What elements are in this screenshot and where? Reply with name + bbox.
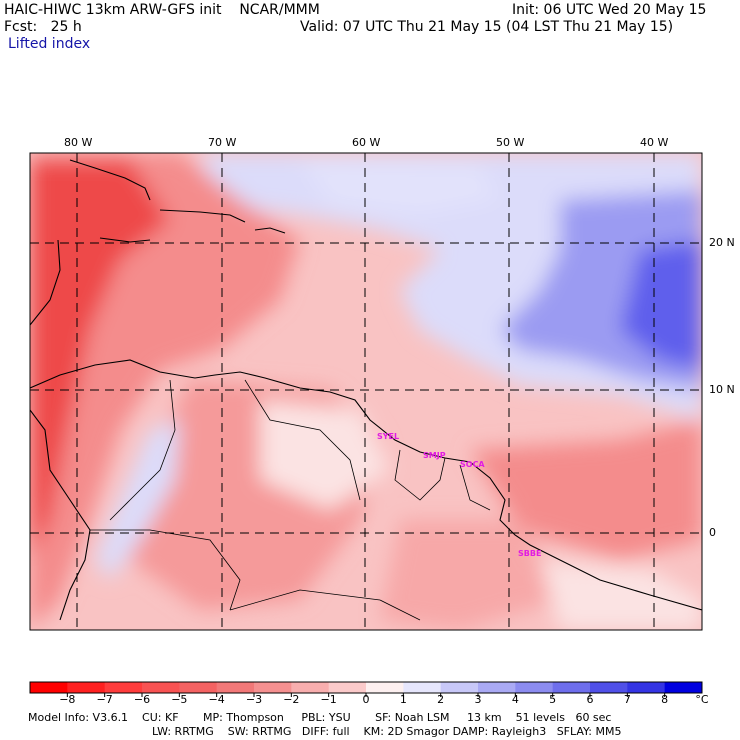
- lat-label-10n: 10 N: [709, 383, 735, 396]
- cuba-coastline: [69, 159, 151, 201]
- colorbar-tick-label: 2: [437, 693, 445, 706]
- forecast-hour: Fcst: 25 h: [4, 19, 82, 35]
- colorbar-tick-label: 3: [474, 693, 482, 706]
- stable-core: [620, 240, 702, 370]
- unstable-area-amazon: [380, 520, 560, 630]
- colorbar-swatch: [328, 682, 367, 693]
- unstable-area-atlantic: [470, 420, 702, 560]
- border-ecuador-peru: [90, 529, 241, 611]
- colorbar-tick-label: 6: [586, 693, 594, 706]
- station-sbbe: SBBE: [518, 549, 542, 558]
- border-suriname: [459, 464, 491, 511]
- border-venezuela-brazil: [244, 379, 361, 501]
- lon-label-40w: 40 W: [640, 136, 669, 149]
- colorbar-swatch: [254, 682, 292, 693]
- colorbar-swatch: [67, 682, 106, 693]
- colorbar-swatch: [179, 682, 218, 693]
- model-info-line2: LW: RRTMG SW: RRTMG DIFF: full KM: 2D Sm…: [152, 725, 622, 738]
- hispaniola-coastline: [159, 209, 246, 223]
- colorbar-tick-label: −2: [283, 693, 300, 706]
- colorbar-tick-label: 1: [399, 693, 407, 706]
- init-time: Init: 06 UTC Wed 20 May 15: [512, 2, 707, 18]
- lon-label-60w: 60 W: [352, 136, 381, 149]
- colorbar-tick-label: 8: [661, 693, 669, 706]
- colorbar-tick-label: 5: [549, 693, 557, 706]
- colorbar-swatch: [478, 682, 516, 693]
- colorbar-tick-label: −7: [96, 693, 113, 706]
- colorbar-tick-label: 4: [511, 693, 519, 706]
- neutral-area: [260, 400, 390, 510]
- station-smjp: SMJP: [423, 451, 446, 460]
- colorbar-swatch: [291, 682, 330, 693]
- lon-label-70w: 70 W: [208, 136, 237, 149]
- south-america-coastline: [30, 359, 702, 611]
- border-brazil-peru: [229, 589, 421, 621]
- field-name: Lifted index: [8, 36, 91, 52]
- lon-label-80w: 80 W: [64, 136, 93, 149]
- puerto-rico-coastline: [254, 227, 286, 234]
- colorbar-unit: °C: [695, 693, 709, 706]
- neutral-area-south: [540, 560, 702, 630]
- stable-band-north: [300, 160, 500, 215]
- map-frame: [29, 152, 703, 631]
- border-colombia-venezuela: [109, 379, 176, 521]
- border-guyana: [394, 449, 446, 501]
- central-america-coastline: [30, 239, 61, 326]
- colorbar: [29, 681, 703, 697]
- colorbar-tick-label: −8: [59, 693, 76, 706]
- colorbar-swatch: [142, 682, 180, 693]
- colorbar-tick-label: −1: [320, 693, 337, 706]
- model-title: HAIC-HIWC 13km ARW-GFS init NCAR/MMM: [4, 2, 320, 18]
- colorbar-tick-label: −5: [171, 693, 188, 706]
- colorbar-tick-label: −6: [133, 693, 151, 706]
- unstable-core-west: [30, 160, 170, 560]
- institution: NCAR/MMM: [239, 2, 320, 18]
- colorbar-swatch: [664, 682, 703, 693]
- lat-label-0: 0: [709, 526, 716, 539]
- colorbar-swatch: [30, 682, 68, 693]
- colorbar-swatch: [403, 682, 442, 693]
- colorbar-swatch: [552, 682, 591, 693]
- colorbar-swatch: [627, 682, 666, 693]
- valid-time: Valid: 07 UTC Thu 21 May 15 (04 LST Thu …: [300, 19, 674, 35]
- pacific-coastline: [30, 409, 91, 621]
- colorbar-tick-label: 7: [623, 693, 631, 706]
- colorbar-tick-label: 0: [362, 693, 370, 706]
- colorbar-swatch: [590, 682, 628, 693]
- station-soca: SOCA: [460, 460, 485, 469]
- andes-stable-strip: [95, 420, 180, 580]
- colorbar-swatch: [515, 682, 554, 693]
- colorbar-swatch: [104, 682, 143, 693]
- jamaica-coastline: [99, 237, 151, 243]
- colorbar-swatch: [440, 682, 479, 693]
- colorbar-tick-label: −3: [245, 693, 263, 706]
- colorbar-swatch: [366, 682, 404, 693]
- colorbar-swatch: [216, 682, 255, 693]
- lat-label-20n: 20 N: [709, 236, 735, 249]
- lon-label-50w: 50 W: [496, 136, 525, 149]
- model-info-line1: Model Info: V3.6.1 CU: KF MP: Thompson P…: [28, 711, 612, 724]
- station-syel: SYEL: [377, 432, 400, 441]
- colorbar-tick-label: −4: [208, 693, 225, 706]
